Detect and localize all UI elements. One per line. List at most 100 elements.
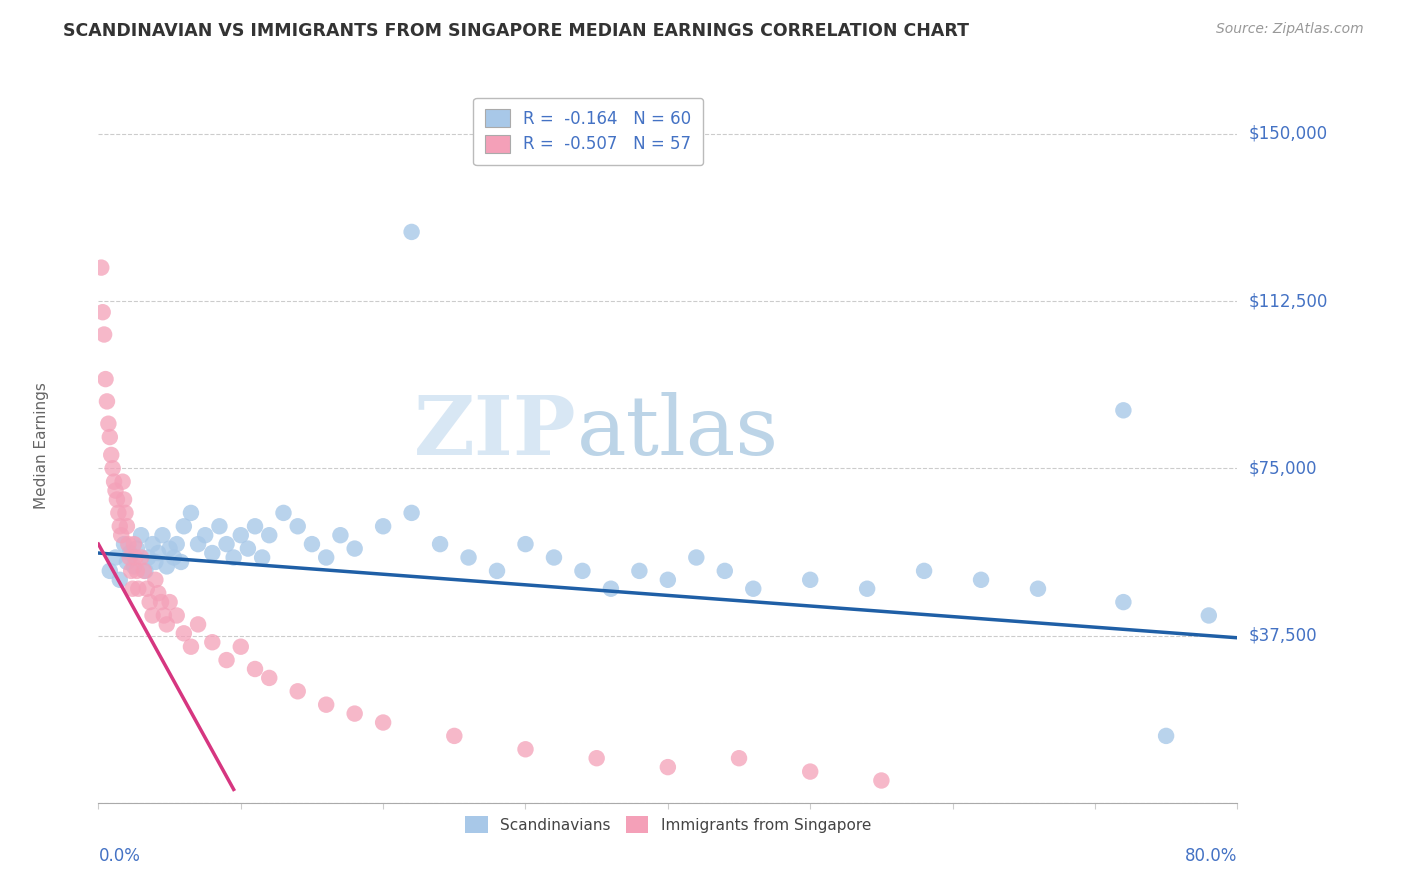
Point xyxy=(870,773,893,788)
Point xyxy=(125,564,148,578)
Point xyxy=(124,550,146,565)
Point xyxy=(98,564,121,578)
Point xyxy=(373,715,395,730)
Point xyxy=(148,546,170,560)
Point xyxy=(173,519,195,533)
Point xyxy=(856,582,879,596)
Point xyxy=(970,573,993,587)
Point xyxy=(108,573,131,587)
Point xyxy=(187,617,209,632)
Point xyxy=(486,564,509,578)
Point xyxy=(117,537,139,551)
Point xyxy=(742,582,765,596)
Text: 0.0%: 0.0% xyxy=(98,847,141,865)
Point xyxy=(657,760,679,774)
Point xyxy=(152,528,174,542)
Point xyxy=(429,537,451,551)
Point xyxy=(201,546,224,560)
Point xyxy=(329,528,352,542)
Point xyxy=(243,662,266,676)
Text: $150,000: $150,000 xyxy=(1249,125,1327,143)
Point xyxy=(259,528,281,542)
Point xyxy=(115,519,138,533)
Point xyxy=(1198,608,1220,623)
Point xyxy=(110,528,132,542)
Point xyxy=(94,372,117,386)
Text: $112,500: $112,500 xyxy=(1249,292,1329,310)
Point xyxy=(215,537,238,551)
Point xyxy=(1154,729,1177,743)
Point xyxy=(543,550,565,565)
Point xyxy=(515,537,537,551)
Point xyxy=(138,595,160,609)
Point xyxy=(273,506,295,520)
Point xyxy=(443,729,465,743)
Point xyxy=(148,586,170,600)
Point xyxy=(585,751,607,765)
Point xyxy=(121,582,143,596)
Point xyxy=(150,595,173,609)
Point xyxy=(141,537,163,551)
Point xyxy=(98,430,121,444)
Point xyxy=(222,550,245,565)
Point xyxy=(156,617,179,632)
Point xyxy=(250,550,273,565)
Point xyxy=(97,417,120,431)
Point xyxy=(129,550,152,565)
Point xyxy=(401,506,423,520)
Point xyxy=(194,528,217,542)
Point xyxy=(107,506,129,520)
Text: atlas: atlas xyxy=(576,392,779,472)
Point xyxy=(122,537,145,551)
Point xyxy=(101,461,124,475)
Point xyxy=(799,573,821,587)
Point xyxy=(129,528,152,542)
Point xyxy=(122,559,145,574)
Point xyxy=(163,550,186,565)
Point xyxy=(315,550,337,565)
Point xyxy=(728,751,751,765)
Point xyxy=(118,550,141,565)
Point xyxy=(401,225,423,239)
Point xyxy=(114,506,136,520)
Point xyxy=(93,327,115,342)
Point xyxy=(91,305,114,319)
Point xyxy=(156,559,179,574)
Point xyxy=(236,541,259,556)
Point xyxy=(628,564,651,578)
Point xyxy=(259,671,281,685)
Text: Median Earnings: Median Earnings xyxy=(34,383,49,509)
Point xyxy=(229,528,252,542)
Point xyxy=(135,582,157,596)
Point xyxy=(287,684,309,698)
Point xyxy=(118,546,141,560)
Point xyxy=(112,537,135,551)
Point xyxy=(96,394,118,409)
Point xyxy=(243,519,266,533)
Text: 80.0%: 80.0% xyxy=(1185,847,1237,865)
Point xyxy=(104,483,127,498)
Point xyxy=(170,555,193,569)
Point xyxy=(111,475,134,489)
Point xyxy=(215,653,238,667)
Point xyxy=(180,640,202,654)
Point xyxy=(153,608,176,623)
Point xyxy=(912,564,935,578)
Point xyxy=(287,519,309,533)
Point xyxy=(166,537,188,551)
Point xyxy=(201,635,224,649)
Point xyxy=(173,626,195,640)
Point xyxy=(141,608,163,623)
Text: Source: ZipAtlas.com: Source: ZipAtlas.com xyxy=(1216,22,1364,37)
Point xyxy=(100,448,122,462)
Point xyxy=(112,492,135,507)
Text: ZIP: ZIP xyxy=(415,392,576,472)
Point xyxy=(166,608,188,623)
Point xyxy=(1112,403,1135,417)
Point xyxy=(134,564,156,578)
Text: $75,000: $75,000 xyxy=(1249,459,1317,477)
Point xyxy=(457,550,479,565)
Point xyxy=(105,492,128,507)
Point xyxy=(108,519,131,533)
Point xyxy=(127,582,149,596)
